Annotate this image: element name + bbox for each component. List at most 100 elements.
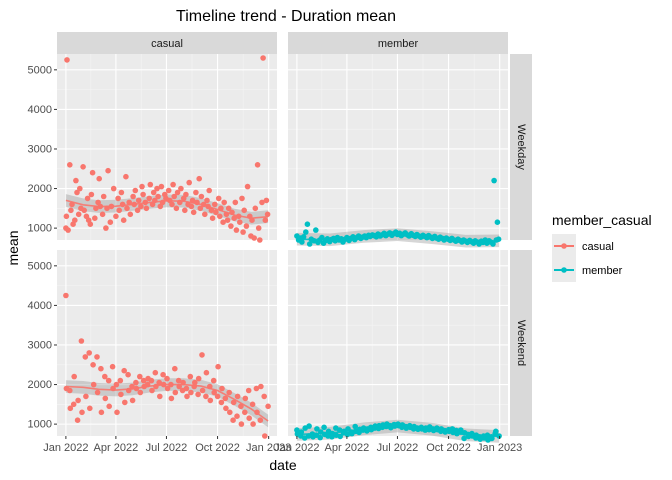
y-tick-label: 5000	[28, 260, 52, 272]
data-point	[79, 409, 85, 416]
data-point	[160, 371, 166, 378]
data-point	[103, 225, 109, 231]
x-tick-label: Jan 2022	[274, 442, 319, 454]
data-point	[242, 395, 249, 402]
data-point	[255, 225, 262, 231]
series-casual-weekend	[63, 292, 271, 439]
data-point	[75, 397, 81, 404]
data-point	[99, 211, 106, 218]
data-point	[204, 197, 210, 204]
data-point	[74, 189, 80, 196]
data-point	[226, 389, 232, 396]
data-point	[89, 169, 96, 176]
y-tick-label: 5000	[28, 64, 52, 76]
panels-layer: casual member Weekday Weekend	[57, 32, 532, 443]
data-point	[317, 434, 324, 441]
data-point	[81, 207, 87, 214]
data-point	[227, 409, 233, 416]
data-point	[306, 241, 313, 247]
data-point	[230, 417, 236, 424]
data-point	[82, 354, 89, 360]
data-point	[115, 195, 121, 202]
data-point	[92, 215, 98, 221]
facet-strip-weekend	[510, 250, 532, 436]
data-point	[86, 350, 92, 356]
data-point	[130, 193, 136, 200]
data-point	[105, 377, 112, 384]
data-point	[186, 179, 192, 186]
data-point	[150, 189, 157, 196]
x-tick-label: Jul 2022	[146, 442, 188, 454]
legend-key-point	[561, 267, 567, 273]
data-point	[169, 201, 175, 208]
data-point	[224, 217, 231, 223]
data-point	[211, 389, 217, 396]
data-point	[121, 367, 127, 374]
data-point	[156, 379, 162, 386]
data-point	[98, 365, 104, 372]
smooth-line	[65, 199, 269, 220]
data-point	[110, 185, 117, 192]
legend: member_casual casual member	[552, 212, 652, 282]
data-point	[209, 215, 216, 221]
data-point	[259, 199, 265, 206]
legend-title: member_casual	[552, 212, 652, 228]
data-point	[109, 363, 116, 370]
data-point	[172, 365, 178, 372]
data-point	[113, 213, 119, 220]
data-point	[139, 183, 145, 190]
data-point	[257, 417, 264, 424]
data-point	[114, 409, 120, 416]
legend-key-point	[561, 243, 567, 249]
data-point	[117, 377, 124, 384]
data-point	[195, 391, 201, 398]
data-point	[96, 175, 102, 182]
legend-item-casual: casual	[552, 234, 614, 258]
data-point	[152, 369, 159, 376]
data-point	[102, 373, 108, 380]
data-point	[102, 395, 109, 402]
data-point	[78, 338, 85, 344]
data-point	[218, 399, 225, 406]
panel-member-weekend	[288, 250, 508, 436]
data-point	[77, 185, 83, 192]
series-casual-weekday	[63, 55, 271, 243]
data-point	[122, 399, 128, 406]
data-point	[90, 362, 96, 368]
y-tick-label: 2000	[28, 183, 52, 195]
data-point	[183, 385, 190, 392]
data-point	[246, 415, 252, 422]
facet-strip-member	[288, 32, 508, 54]
data-point	[250, 421, 256, 427]
data-point	[74, 417, 81, 424]
legend-label: member	[582, 265, 623, 277]
data-point	[253, 385, 260, 392]
y-tick-label: 3000	[28, 143, 52, 155]
data-point	[257, 237, 263, 243]
data-point	[265, 403, 271, 410]
data-point	[264, 211, 271, 218]
data-point	[94, 389, 101, 396]
data-point	[219, 385, 225, 392]
data-point	[140, 191, 146, 198]
data-point	[243, 223, 250, 229]
data-point	[260, 55, 266, 61]
data-point	[67, 405, 74, 412]
data-point	[63, 213, 70, 220]
data-point	[138, 203, 144, 210]
data-point	[116, 207, 122, 214]
data-point	[87, 405, 93, 412]
data-point	[252, 205, 259, 212]
data-point	[199, 352, 205, 358]
data-point	[126, 199, 132, 206]
x-tick-label: Jan 2023	[477, 442, 522, 454]
data-point	[197, 205, 204, 212]
data-point	[184, 393, 190, 400]
data-point	[94, 354, 100, 360]
facet-strip-label: casual	[151, 38, 183, 50]
legend-item-member: member	[552, 258, 623, 282]
data-point	[237, 219, 243, 225]
data-point	[251, 235, 257, 241]
data-point	[178, 185, 184, 192]
